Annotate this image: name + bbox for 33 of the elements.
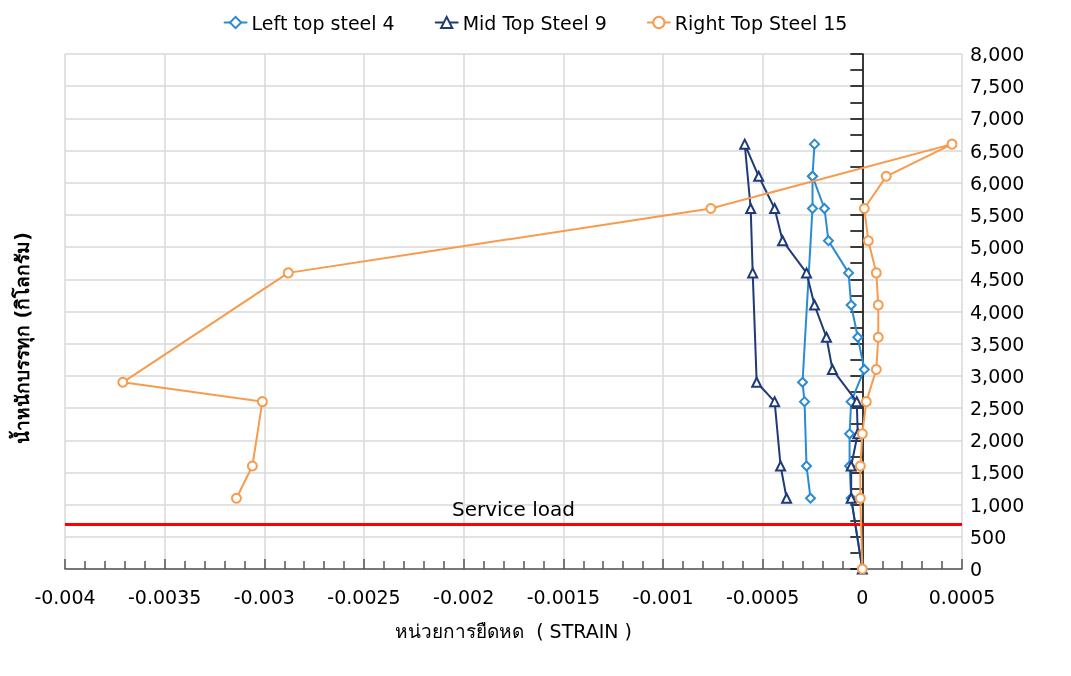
legend-label: Right Top Steel 15 (674, 11, 848, 34)
y-tick-label: 8,000 (970, 43, 1025, 65)
y-tick-label: 500 (970, 525, 1007, 548)
legend-label: Mid Top Steel 9 (462, 11, 607, 34)
y-axis-title: น้ำหนักบรรทุก (กิโลกรัม) (7, 232, 35, 444)
x-tick-label: -0.003 (233, 585, 295, 608)
ref-line-label: Service load (451, 496, 576, 521)
y-tick-label: 6,000 (970, 171, 1025, 194)
x-tick-label: -0.0005 (725, 585, 800, 608)
x-tick-label: 0 (856, 585, 869, 608)
y-tick-label: 7,500 (970, 75, 1025, 98)
y-tick-label: 5,500 (970, 203, 1025, 226)
x-tick-label: 0.0005 (928, 585, 996, 608)
y-tick-label: 1,000 (970, 493, 1025, 516)
y-tick-label: 1,500 (970, 461, 1025, 484)
x-tick-label: -0.004 (34, 585, 96, 608)
y-tick-label: 5,000 (970, 236, 1025, 259)
y-tick-label: 4,500 (970, 268, 1025, 291)
y-tick-label: 7,000 (970, 107, 1025, 130)
y-tick-label: 3,500 (970, 332, 1025, 355)
legend-label: Left top steel 4 (251, 11, 395, 34)
x-axis-title: หน่วยการยืดหด ( STRAIN ) (395, 619, 632, 642)
y-tick-label: 2,000 (970, 429, 1025, 452)
x-tick-label: -0.0015 (526, 585, 601, 608)
y-tick-label: 3,000 (970, 364, 1025, 387)
y-tick-label: 0 (970, 558, 983, 580)
x-tick-label: -0.0025 (327, 585, 401, 608)
x-tick-label: -0.002 (433, 585, 495, 608)
x-tick-label: -0.0035 (127, 585, 202, 608)
y-tick-label: 6,500 (970, 139, 1025, 162)
y-tick-label: 2,500 (970, 397, 1025, 420)
y-tick-label: 4,000 (970, 300, 1025, 323)
x-tick-label: -0.001 (632, 585, 694, 608)
